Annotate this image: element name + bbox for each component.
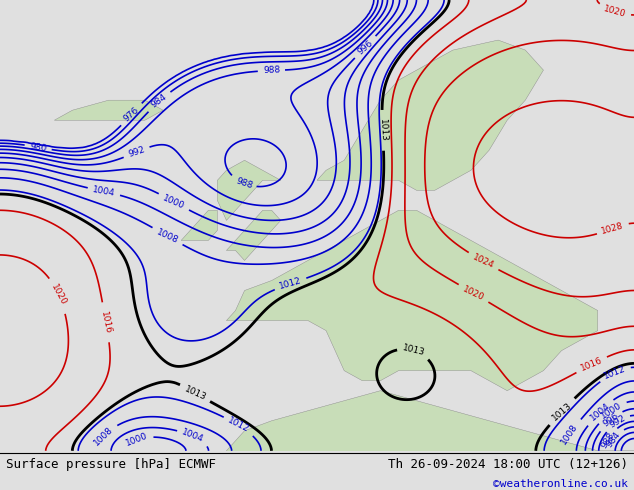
Text: 1020: 1020 xyxy=(49,283,68,307)
Polygon shape xyxy=(226,210,281,261)
Text: 1012: 1012 xyxy=(603,364,627,381)
Polygon shape xyxy=(226,210,598,391)
Polygon shape xyxy=(217,160,281,220)
Text: 996: 996 xyxy=(356,38,375,56)
Text: 1004: 1004 xyxy=(181,428,205,444)
Text: Th 26-09-2024 18:00 UTC (12+126): Th 26-09-2024 18:00 UTC (12+126) xyxy=(387,458,628,471)
Text: 1020: 1020 xyxy=(603,4,627,19)
Text: 980: 980 xyxy=(29,142,48,153)
Text: 1028: 1028 xyxy=(600,221,625,236)
Text: 988: 988 xyxy=(262,66,280,75)
Polygon shape xyxy=(181,210,217,241)
Text: 1024: 1024 xyxy=(471,252,496,270)
Text: 992: 992 xyxy=(608,414,627,430)
Text: ©weatheronline.co.uk: ©weatheronline.co.uk xyxy=(493,479,628,489)
Text: 1013: 1013 xyxy=(401,343,425,358)
Text: 1016: 1016 xyxy=(579,356,604,373)
Text: 984: 984 xyxy=(150,93,169,110)
Text: 992: 992 xyxy=(127,145,146,159)
Text: 1013: 1013 xyxy=(183,384,207,402)
Polygon shape xyxy=(226,391,634,490)
Text: 1000: 1000 xyxy=(125,432,150,448)
Text: 1013: 1013 xyxy=(550,400,574,422)
Text: 1012: 1012 xyxy=(278,276,302,291)
Text: 1008: 1008 xyxy=(155,227,180,245)
Text: 1004: 1004 xyxy=(92,185,116,198)
Text: 1008: 1008 xyxy=(92,425,115,447)
Text: 1020: 1020 xyxy=(462,284,486,302)
Text: 976: 976 xyxy=(122,105,141,123)
Text: 1008: 1008 xyxy=(560,422,580,446)
Polygon shape xyxy=(55,100,163,120)
Text: 1000: 1000 xyxy=(600,401,624,421)
Text: 984: 984 xyxy=(605,430,622,449)
Text: 1012: 1012 xyxy=(226,416,251,435)
Text: 1013: 1013 xyxy=(377,119,387,142)
Text: 1016: 1016 xyxy=(99,310,113,335)
Polygon shape xyxy=(317,40,543,190)
Text: Surface pressure [hPa] ECMWF: Surface pressure [hPa] ECMWF xyxy=(6,458,216,471)
Text: 988: 988 xyxy=(599,430,616,450)
Text: 988: 988 xyxy=(234,176,254,191)
Text: 1000: 1000 xyxy=(162,193,186,211)
Text: 996: 996 xyxy=(601,412,620,429)
Text: 1004: 1004 xyxy=(588,401,612,422)
